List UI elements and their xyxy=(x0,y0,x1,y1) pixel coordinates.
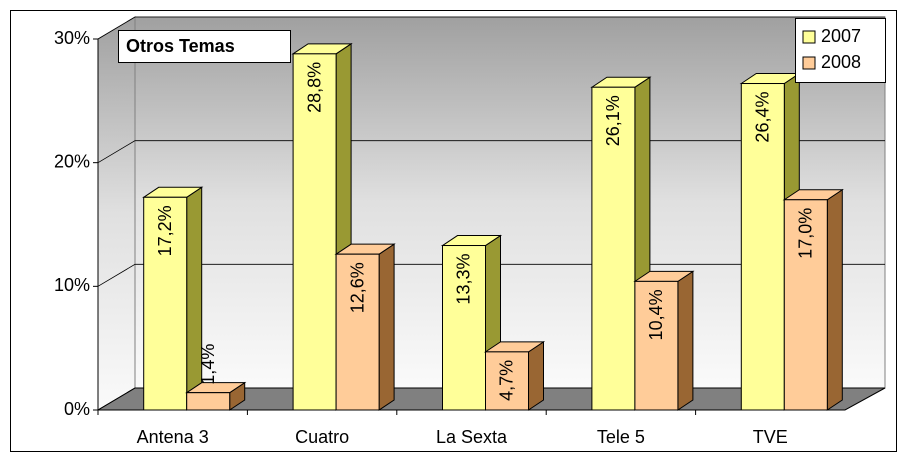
data-label: 4,7% xyxy=(497,360,517,401)
x-tick-label: Cuatro xyxy=(295,427,349,447)
x-tick-label: La Sexta xyxy=(436,427,508,447)
grid-line xyxy=(97,16,885,40)
data-label: 26,1% xyxy=(603,95,623,146)
bar xyxy=(335,253,380,411)
bar-side xyxy=(528,340,544,411)
bar-side xyxy=(378,243,395,411)
legend-label: 2007 xyxy=(821,26,861,46)
legend-swatch xyxy=(802,30,816,44)
bar xyxy=(442,245,486,411)
bar xyxy=(634,280,679,411)
bar xyxy=(485,351,529,411)
data-label: 17,0% xyxy=(796,208,816,259)
y-tick-label: 30% xyxy=(54,28,90,48)
data-label: 12,6% xyxy=(347,262,367,313)
title-box xyxy=(118,30,291,63)
bar-side xyxy=(677,270,694,411)
legend-label: 2008 xyxy=(821,52,861,72)
data-label: 28,8% xyxy=(304,62,324,113)
data-label: 17,2% xyxy=(155,205,175,256)
y-tick-label: 0% xyxy=(64,399,90,419)
y-tick-label: 20% xyxy=(54,151,90,171)
bar xyxy=(186,392,231,411)
legend xyxy=(795,18,886,83)
data-label: 1,4% xyxy=(198,344,218,385)
legend-swatch xyxy=(802,56,816,70)
bar xyxy=(143,196,188,411)
chart-title: Otros Temas xyxy=(126,36,235,56)
x-tick-label: TVE xyxy=(753,427,788,447)
y-tick-label: 10% xyxy=(54,275,90,295)
bar xyxy=(783,199,828,411)
data-label: 26,4% xyxy=(753,92,773,143)
side-wall xyxy=(97,16,136,411)
bar-side xyxy=(826,188,843,411)
data-label: 13,3% xyxy=(454,254,474,305)
data-label: 10,4% xyxy=(646,289,666,340)
bar xyxy=(591,86,636,411)
x-tick-label: Tele 5 xyxy=(597,427,645,447)
bar xyxy=(292,53,337,411)
x-tick-label: Antena 3 xyxy=(137,427,209,447)
